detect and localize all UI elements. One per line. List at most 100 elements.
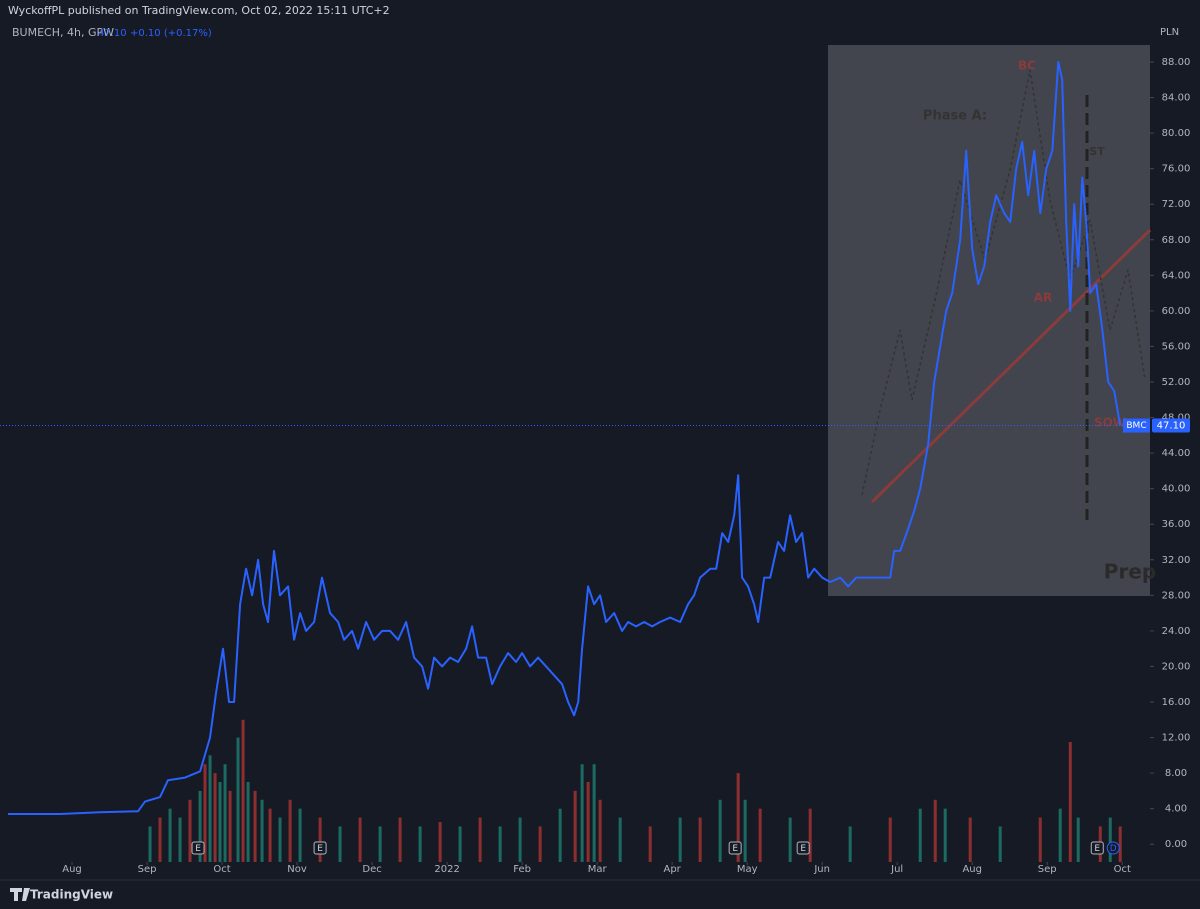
event-label: E bbox=[317, 844, 323, 854]
y-tick-label: 80.00 bbox=[1162, 128, 1191, 139]
volume-bar bbox=[288, 799, 292, 862]
volume-bar bbox=[438, 822, 442, 862]
y-tick-label: 4.00 bbox=[1165, 804, 1187, 815]
y-tick-label: 36.00 bbox=[1162, 519, 1191, 530]
legend-price: 47.10 bbox=[98, 28, 127, 39]
volume-bar bbox=[358, 817, 362, 862]
volume-bar bbox=[338, 826, 342, 862]
y-tick-label: 8.00 bbox=[1165, 768, 1187, 779]
overlay-panel bbox=[828, 45, 1150, 596]
volume-bar bbox=[418, 826, 422, 862]
event-label: D bbox=[1110, 844, 1117, 854]
x-tick-label: Jul bbox=[890, 864, 903, 875]
y-tick-label: 72.00 bbox=[1162, 199, 1191, 210]
y-tick-label: 88.00 bbox=[1162, 57, 1191, 68]
volume-bar bbox=[743, 799, 747, 862]
brand-logo bbox=[10, 888, 30, 901]
volume-bar bbox=[318, 817, 322, 862]
volume-bar bbox=[223, 764, 227, 862]
volume-bar bbox=[213, 773, 217, 862]
volume-bar bbox=[198, 790, 202, 862]
y-tick-label: 76.00 bbox=[1162, 164, 1191, 175]
volume-bar bbox=[278, 817, 282, 862]
event-label: E bbox=[1094, 844, 1100, 854]
volume-bar bbox=[458, 826, 462, 862]
volume-bar bbox=[933, 799, 937, 862]
volume-bar bbox=[718, 799, 722, 862]
x-tick-label: Sep bbox=[1038, 864, 1057, 875]
volume-bar bbox=[218, 782, 222, 862]
volume-bar bbox=[592, 764, 596, 862]
volume-bar bbox=[1076, 817, 1080, 862]
overlay-image: BC Phase A: ST AR SOW Prep bbox=[828, 45, 1156, 596]
y-tick-label: 24.00 bbox=[1162, 626, 1191, 637]
volume-bar bbox=[558, 808, 562, 862]
volume-bar bbox=[478, 817, 482, 862]
event-box bbox=[1106, 841, 1120, 855]
brand: TradingView bbox=[30, 888, 113, 902]
volume-bar bbox=[736, 773, 740, 862]
volume-bar bbox=[648, 826, 652, 862]
volume-bar bbox=[943, 808, 947, 862]
volume-bar bbox=[1058, 808, 1062, 862]
x-tick-label: Sep bbox=[138, 864, 157, 875]
volume-bar bbox=[253, 790, 257, 862]
volume-bar bbox=[148, 826, 152, 862]
event-box bbox=[1090, 841, 1104, 855]
overlay-label: Phase A: bbox=[923, 109, 987, 124]
volume-bar bbox=[788, 817, 792, 862]
legend-change: +0.10 (+0.17%) bbox=[130, 28, 212, 39]
volume-bar bbox=[236, 737, 240, 862]
x-tick-label: Oct bbox=[1114, 864, 1131, 875]
volume-bar bbox=[573, 790, 577, 862]
volume-bar bbox=[586, 782, 590, 862]
volume-bar bbox=[1038, 817, 1042, 862]
symbol-tag-label: BMC bbox=[1126, 421, 1146, 431]
volume-bar bbox=[203, 764, 207, 862]
y-tick-label: 68.00 bbox=[1162, 235, 1191, 246]
event-box bbox=[728, 841, 742, 855]
volume-bar bbox=[968, 817, 972, 862]
volume-bar bbox=[228, 790, 232, 862]
y-tick-label: 60.00 bbox=[1162, 306, 1191, 317]
volume-bar bbox=[808, 808, 812, 862]
volume-bar bbox=[848, 826, 852, 862]
volume-bar bbox=[246, 782, 250, 862]
overlay-label: Prep bbox=[1104, 560, 1156, 584]
y-tick-label: 52.00 bbox=[1162, 377, 1191, 388]
event-box bbox=[313, 841, 327, 855]
volume-bar bbox=[378, 826, 382, 862]
volume-bar bbox=[888, 817, 892, 862]
volume-bar bbox=[538, 826, 542, 862]
y-tick-label: 56.00 bbox=[1162, 341, 1191, 352]
y-tick-label: 0.00 bbox=[1165, 839, 1187, 850]
y-tick-label: 16.00 bbox=[1162, 697, 1191, 708]
event-box bbox=[191, 841, 205, 855]
overlay-label: SOW bbox=[1094, 416, 1126, 430]
volume-bar bbox=[260, 799, 264, 862]
x-tick-label: Apr bbox=[663, 864, 681, 875]
x-tick-label: May bbox=[737, 864, 758, 875]
y-tick-label: 64.00 bbox=[1162, 270, 1191, 281]
y-tick-label: 44.00 bbox=[1162, 448, 1191, 459]
volume-bar bbox=[518, 817, 522, 862]
volume-bar bbox=[698, 817, 702, 862]
x-tick-label: Aug bbox=[962, 864, 982, 875]
volume-bar bbox=[178, 817, 182, 862]
overlay-schematic bbox=[861, 69, 1146, 496]
event-label: E bbox=[732, 844, 738, 854]
x-tick-label: Aug bbox=[62, 864, 82, 875]
y-tick-label: 28.00 bbox=[1162, 590, 1191, 601]
volume-bar bbox=[758, 808, 762, 862]
volume-bar bbox=[678, 817, 682, 862]
volume-bar bbox=[618, 817, 622, 862]
overlay-label: AR bbox=[1034, 291, 1053, 305]
volume-bar bbox=[918, 808, 922, 862]
overlay-trendline bbox=[870, 228, 1152, 504]
volume-bar bbox=[298, 808, 302, 862]
volume-bar bbox=[998, 826, 1002, 862]
symbol-tag bbox=[1123, 418, 1150, 433]
overlay-label: ST bbox=[1089, 145, 1105, 158]
volume-bar bbox=[398, 817, 402, 862]
price-tag bbox=[1152, 418, 1190, 433]
